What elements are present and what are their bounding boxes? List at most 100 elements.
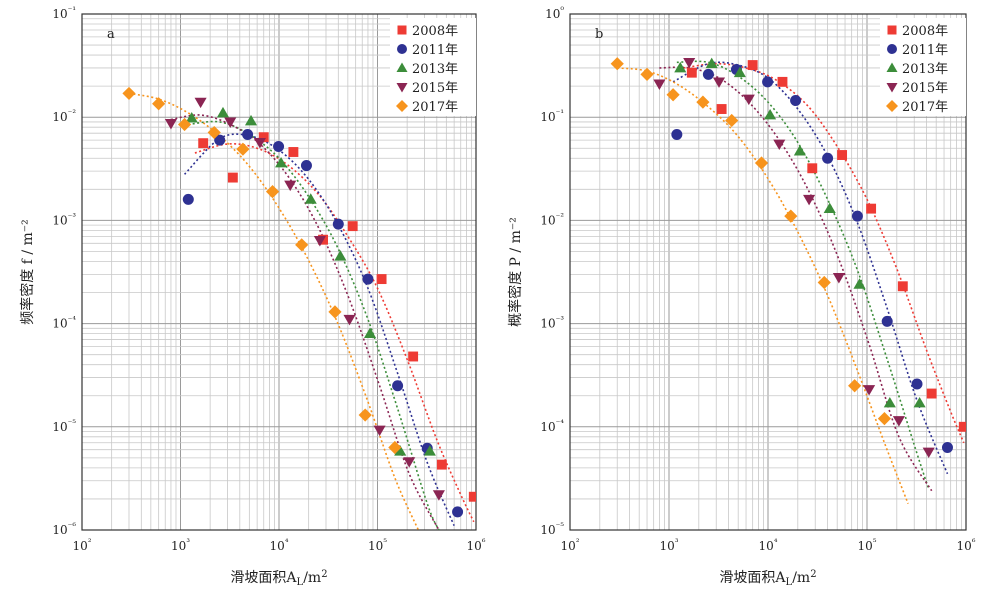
data-point bbox=[432, 490, 445, 501]
data-point bbox=[725, 113, 739, 128]
legend-marker bbox=[886, 83, 898, 93]
legend: 2008年 2011年 2013年 2015年 2017年 bbox=[880, 18, 966, 116]
x-axis-title: 滑坡面积AL/m2 bbox=[230, 569, 327, 588]
data-point bbox=[754, 156, 769, 170]
data-point bbox=[848, 379, 862, 393]
data-point bbox=[784, 209, 798, 223]
data-point bbox=[823, 202, 836, 214]
data-point bbox=[347, 221, 358, 232]
data-point bbox=[362, 273, 374, 285]
data-point bbox=[194, 97, 207, 109]
legend-marker bbox=[396, 83, 408, 93]
legend-label: 2017年 bbox=[412, 100, 458, 115]
data-point bbox=[224, 117, 237, 128]
data-point bbox=[764, 108, 777, 120]
data-point bbox=[408, 351, 419, 362]
data-point bbox=[897, 281, 908, 292]
data-point bbox=[817, 275, 831, 290]
fit-line bbox=[128, 92, 420, 530]
data-point bbox=[403, 457, 416, 468]
data-point bbox=[328, 305, 342, 319]
data-point bbox=[423, 445, 436, 456]
data-point bbox=[742, 94, 755, 106]
data-point bbox=[236, 142, 250, 156]
data-point bbox=[747, 60, 758, 71]
data-point bbox=[716, 104, 727, 114]
y-tick-label: 10⁻³ bbox=[52, 212, 76, 227]
fit-line bbox=[676, 60, 930, 490]
legend-marker bbox=[396, 62, 408, 72]
data-point bbox=[822, 152, 834, 164]
x-tick-label: 10⁵ bbox=[368, 538, 387, 553]
data-point bbox=[436, 459, 447, 470]
series-2015年 bbox=[653, 57, 935, 459]
data-point bbox=[376, 274, 387, 285]
data-point bbox=[214, 134, 226, 146]
data-point bbox=[733, 66, 746, 78]
y-tick-label: 10⁻¹ bbox=[52, 6, 76, 21]
data-point bbox=[803, 194, 816, 206]
data-point bbox=[790, 95, 802, 107]
data-point bbox=[853, 278, 866, 289]
data-point bbox=[883, 396, 896, 408]
x-tick-label: 10³ bbox=[171, 538, 190, 553]
data-point bbox=[762, 76, 774, 88]
fit-line bbox=[659, 66, 933, 492]
data-point bbox=[877, 412, 892, 426]
data-point bbox=[177, 117, 192, 132]
data-point bbox=[807, 163, 818, 174]
data-point bbox=[313, 236, 326, 247]
data-point bbox=[777, 76, 788, 87]
data-point bbox=[343, 314, 356, 326]
data-point bbox=[258, 132, 269, 143]
plot-contents bbox=[610, 57, 966, 504]
series-2011年 bbox=[671, 63, 953, 454]
data-point bbox=[363, 327, 377, 339]
legend: 2008年 2011年 2013年 2015年 2017年 bbox=[390, 18, 476, 116]
data-point bbox=[712, 77, 726, 88]
data-point bbox=[922, 447, 935, 459]
data-point bbox=[911, 378, 923, 390]
data-point bbox=[958, 421, 966, 432]
x-tick-label: 10³ bbox=[660, 538, 679, 553]
data-point bbox=[185, 112, 198, 123]
data-point bbox=[244, 114, 258, 126]
legend-marker bbox=[397, 44, 407, 54]
y-tick-label: 10⁻³ bbox=[540, 316, 564, 331]
data-point bbox=[275, 156, 288, 168]
series-2017年 bbox=[122, 86, 402, 455]
data-point bbox=[653, 79, 666, 90]
series-2008年 bbox=[686, 60, 966, 432]
x-tick-label: 10² bbox=[73, 538, 92, 553]
data-point bbox=[300, 160, 312, 172]
x-tick-label: 10⁴ bbox=[270, 538, 289, 553]
legend-label: 2015年 bbox=[412, 81, 458, 96]
data-point bbox=[392, 380, 404, 392]
data-point bbox=[304, 193, 317, 204]
plot-frame bbox=[569, 13, 967, 531]
data-point bbox=[666, 88, 680, 102]
data-point bbox=[295, 238, 309, 252]
data-point bbox=[866, 203, 877, 214]
panel-label: a bbox=[107, 27, 115, 42]
legend-label: 2013年 bbox=[902, 62, 948, 77]
legend-label: 2008年 bbox=[412, 24, 458, 39]
data-point bbox=[332, 218, 344, 230]
data-point bbox=[227, 172, 238, 183]
y-axis-title: 概率密度 P / m⁻² bbox=[507, 217, 524, 327]
chart-panel-b: 10² 10³ 10⁴ 10⁵ 10⁶ 10⁰ 10⁻¹ 10⁻² 10⁻³ 10⁻⁴ 10⁻⁵ 滑坡… bbox=[507, 6, 976, 588]
data-point bbox=[863, 385, 876, 396]
y-tick-label: 10⁻⁵ bbox=[540, 522, 564, 537]
plot-contents bbox=[122, 86, 476, 530]
y-axis-title: 频率密度 f / m⁻² bbox=[19, 219, 36, 325]
data-point bbox=[373, 425, 386, 437]
data-point bbox=[182, 193, 194, 205]
y-tick-label: 10⁻¹ bbox=[540, 109, 564, 124]
y-tick-label: 10⁰ bbox=[545, 6, 564, 21]
legend-marker bbox=[396, 100, 408, 112]
fit-line bbox=[170, 114, 440, 530]
x-tick-label: 10⁴ bbox=[759, 538, 778, 553]
data-point bbox=[674, 61, 687, 73]
x-tick-label: 10⁶ bbox=[957, 538, 976, 553]
